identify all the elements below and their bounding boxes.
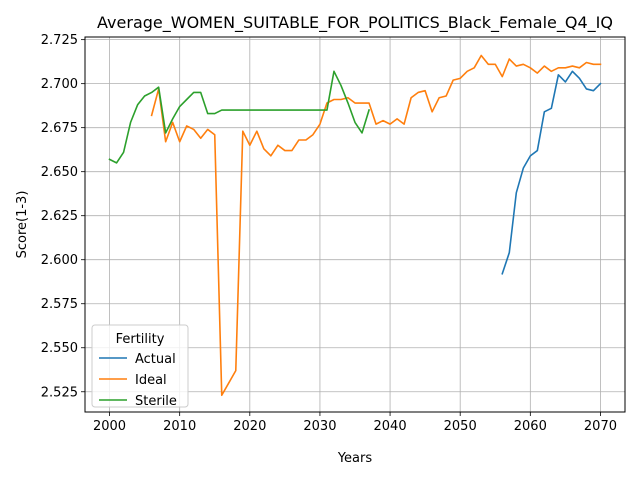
x-tick-label: 2040 [374,419,407,434]
legend-box [91,324,189,408]
series-lines [108,54,602,397]
legend-title: Fertility [116,332,165,347]
x-tick-label: 2020 [233,419,266,434]
legend-entries: Actual Ideal Sterile [99,352,177,409]
axis-ticks: 2000 2010 2020 2030 2040 2050 2060 2070 2.525 2.5… [41,33,617,434]
x-tick-label: 2060 [514,419,547,434]
x-tick-label: 2030 [303,419,336,434]
y-tick-label: 2.625 [41,209,78,224]
chart-title: Average_WOMEN_SUITABLE_FOR_POLITICS_Blac… [97,13,613,33]
series-line-actual [501,70,602,275]
series-line-ideal [150,54,602,397]
legend-label-actual: Actual [135,352,176,367]
y-tick-label: 2.600 [41,253,78,268]
legend-label-ideal: Ideal [135,373,167,388]
series-line-sterile [108,70,371,164]
y-tick-label: 2.525 [41,385,78,400]
y-tick-label: 2.675 [41,121,78,136]
y-tick-label: 2.700 [41,77,78,92]
y-tick-label: 2.650 [41,165,78,180]
y-axis-label: Score(1-3) [15,191,30,259]
x-tick-label: 2070 [584,419,617,434]
x-tick-label: 2000 [93,419,126,434]
y-tick-label: 2.725 [41,33,78,48]
x-axis-label: Years [337,451,373,466]
legend: Fertility Actual Ideal Sterile [91,324,189,409]
x-tick-label: 2010 [163,419,196,434]
plot-area-frame [84,36,626,413]
x-tick-label: 2050 [444,419,477,434]
legend-label-sterile: Sterile [135,394,177,409]
y-tick-label: 2.550 [41,341,78,356]
y-tick-label: 2.575 [41,297,78,312]
